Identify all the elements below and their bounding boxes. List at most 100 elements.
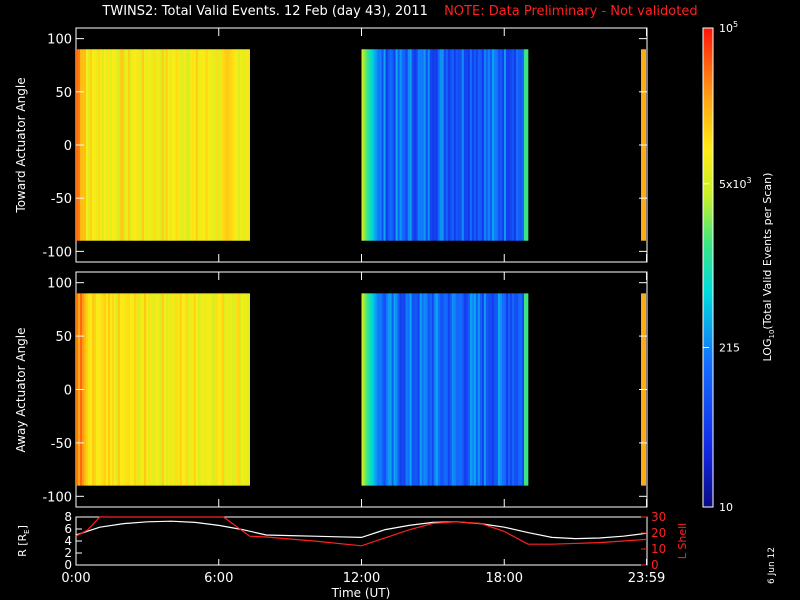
heatmap-cell [209, 293, 213, 486]
heatmap-cell [113, 49, 117, 241]
heatmap-cell [139, 293, 143, 486]
heatmap-cell [413, 293, 416, 486]
heatmap-cell [385, 293, 388, 486]
heatmap-cell [399, 293, 402, 486]
lshell-tick-label: 10 [651, 542, 666, 556]
heatmap-cell [463, 293, 467, 486]
heatmap-cell [499, 49, 503, 241]
heatmap-cell [173, 293, 177, 486]
heatmap-cell [113, 293, 117, 486]
heatmap-cell [389, 49, 392, 241]
heatmap-cell [379, 293, 382, 486]
heatmap-cell [117, 293, 121, 486]
heatmap-cell [85, 293, 89, 486]
heatmap-cell [201, 49, 205, 241]
heatmap-cell [421, 49, 425, 241]
heatmap-cell [95, 293, 99, 486]
heatmap-cell [221, 49, 225, 241]
heatmap-cell [520, 293, 523, 486]
heatmap-cell [371, 49, 374, 241]
heatmap-cell [191, 293, 195, 486]
heatmap-cell [89, 49, 93, 241]
heatmap-cell [109, 49, 113, 241]
heatmap-cell [403, 293, 406, 486]
heatmap-cell [441, 49, 445, 241]
heatmap-cell [211, 49, 215, 241]
heatmap-cell [503, 293, 507, 486]
lshell-series-line [75, 516, 648, 547]
heatmap-cell [93, 293, 97, 486]
heatmap-cell [477, 49, 481, 241]
heatmap-cell [85, 49, 89, 241]
heatmap-cell [455, 49, 459, 241]
heatmap-cell [507, 293, 511, 486]
heatmap-cell [191, 49, 195, 241]
heatmap-cell [155, 49, 159, 241]
y-axis-label: Toward Actuator Angle [14, 77, 28, 213]
colorbar-gradient [702, 27, 714, 508]
heatmap-cell [415, 293, 418, 486]
heatmap-cell [401, 293, 404, 486]
heatmap-cell [383, 293, 386, 486]
heatmap-cell [526, 49, 529, 241]
heatmap-cell [399, 49, 402, 241]
heatmap-cell [427, 49, 431, 241]
lshell-tick-label: 20 [651, 526, 666, 540]
heatmap-cell [103, 49, 107, 241]
heatmap-cell [503, 49, 507, 241]
heatmap-cell [516, 293, 519, 486]
heatmap-cell [161, 49, 165, 241]
heatmap-cell [375, 293, 378, 486]
colorbar: 105 5x103 215 10 LOG10(Total Valid Events p… [702, 20, 776, 514]
heatmap-cell [449, 49, 453, 241]
heatmap-cell [497, 293, 501, 486]
heatmap-cell [475, 293, 479, 486]
heatmap-cell [518, 293, 521, 486]
heatmap-cell [235, 49, 238, 241]
heatmap-cell [143, 293, 147, 486]
heatmap-cell [219, 293, 223, 486]
y-tick-label: 0 [64, 384, 72, 399]
heatmap-cell [471, 293, 475, 486]
heatmap-cell [391, 49, 394, 241]
heatmap-cell [489, 293, 493, 486]
heatmap-cell [177, 49, 181, 241]
heatmap-cell [223, 49, 227, 241]
heatmap-cell [431, 293, 435, 486]
heatmap-cell [193, 293, 197, 486]
heatmap-cell [461, 293, 465, 486]
y-tick-label: -100 [42, 245, 72, 260]
heatmap-cell [99, 293, 103, 486]
colorbar-tick-label: 5x103 [719, 176, 752, 191]
heatmap-cell [247, 293, 250, 486]
colorbar-label: LOG10(Total Valid Events per Scan) [761, 173, 776, 362]
heatmap-cell [131, 49, 135, 241]
heatmap-cell [211, 293, 215, 486]
heatmap-cell [395, 49, 398, 241]
heatmap-cell [131, 293, 135, 486]
heatmap-cell [447, 49, 451, 241]
heatmap-cell [237, 49, 240, 241]
heatmap-cell [377, 49, 380, 241]
heatmap-cell [217, 293, 221, 486]
heatmap-cell [387, 49, 390, 241]
heatmap-cell [445, 49, 449, 241]
heatmap-cell [505, 293, 509, 486]
heatmap-cell [159, 49, 163, 241]
heatmap-cell [471, 49, 475, 241]
heatmap-cell [153, 293, 157, 486]
heatmap-cell [518, 49, 521, 241]
heatmap-cell [501, 49, 505, 241]
r-series-line [75, 520, 648, 540]
heatmap-cell [483, 293, 487, 486]
heatmap-cell [233, 49, 237, 241]
heatmap-cell [155, 293, 159, 486]
heatmap-cell [441, 293, 445, 486]
heatmap-cell [181, 293, 185, 486]
heatmap-cell [239, 49, 242, 241]
heatmap-cell [205, 293, 209, 486]
heatmap-cell [469, 49, 473, 241]
heatmap-cell [469, 293, 473, 486]
heatmap-cell [411, 49, 414, 241]
